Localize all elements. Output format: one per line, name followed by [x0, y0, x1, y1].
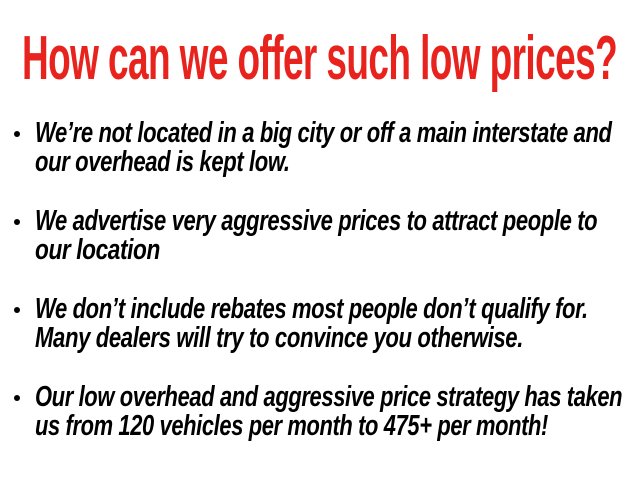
bullet-2-line-1: We advertise very aggressive prices to a… — [35, 205, 598, 237]
bullet-3-line-1: We don’t include rebates most people don… — [35, 293, 588, 325]
bullet-1-line-1: We’re not located in a big city or off a… — [35, 117, 612, 149]
slide-title: How can we offer such low prices? — [22, 24, 618, 93]
bullet-4-line-1: Our low overhead and aggressive price st… — [35, 381, 623, 413]
bullet-3-line-2: Many dealers will try to convince you ot… — [35, 322, 523, 354]
bullet-dot — [14, 395, 20, 401]
bullet-1-line-2: our overhead is kept low. — [35, 146, 290, 178]
bullet-4-line-2: us from 120 vehicles per month to 475+ p… — [35, 410, 548, 442]
bullet-2-line-2: our location — [35, 234, 160, 266]
bullet-dot — [14, 131, 20, 137]
bullet-dot — [14, 307, 20, 313]
bullet-dot — [14, 219, 20, 225]
